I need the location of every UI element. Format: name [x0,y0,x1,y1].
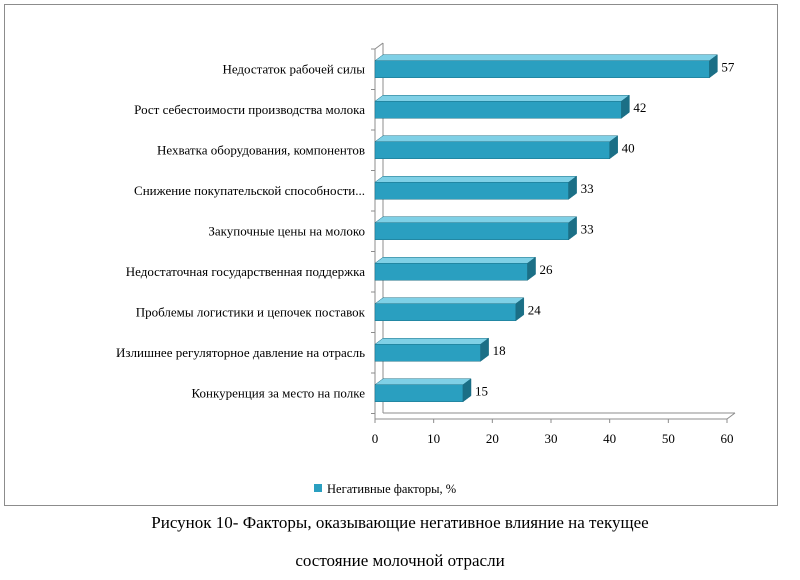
legend-label: Негативные факторы, % [327,482,456,496]
floor-side-line [726,412,736,420]
bar [374,101,622,119]
x-tick-label: 0 [372,431,379,446]
bar-end-face [462,378,472,403]
figure-caption-line-1: Рисунок 10- Факторы, оказывающие негатив… [151,513,649,532]
legend-swatch [314,484,322,492]
bar-end-face [709,54,718,79]
bar-top-face [374,378,472,385]
bar-top-face [374,135,619,142]
x-tick-label: 20 [486,431,499,446]
category-label: Снижение покупательской способности... [134,183,365,198]
bar-end-face [527,256,536,281]
category-label: Закупочные цены на молоко [208,223,365,238]
chart-frame: 0 10 20 30 40 50 60 Недостаток рабочей силы 57 Ро… [4,4,778,506]
x-tick-label: 50 [662,431,675,446]
bar-top-face [374,257,537,264]
category-label: Недостаток рабочей силы [222,61,365,76]
bar-top-face [374,338,490,345]
category-label: Рост себестоимости производства молока [134,102,365,117]
x-tick-label: 60 [721,431,734,446]
bar-chart: 0 10 20 30 40 50 60 Недостаток рабочей силы 57 Ро… [116,42,736,496]
data-label: 26 [540,262,554,277]
data-label: 33 [581,221,594,236]
data-label: 18 [493,343,506,358]
bar-top-face [374,54,719,61]
bar-end-face [568,175,577,200]
bar [374,263,528,281]
bar-end-face [568,216,577,241]
bar-top-face [374,176,578,183]
category-label: Конкуренция за место на полке [191,385,365,400]
data-label: 15 [475,383,488,398]
bar-end-face [609,135,618,160]
bar [374,303,517,321]
x-tick-label: 30 [545,431,558,446]
data-label: 33 [581,181,594,196]
bar [374,384,464,402]
bar-top-face [374,216,578,223]
x-tick-label: 40 [603,431,616,446]
bar [374,60,710,78]
bar-top-face [374,95,631,102]
category-label: Проблемы логистики и цепочек поставок [136,304,366,319]
bar-end-face [621,94,630,119]
bar-end-face [480,337,489,362]
data-label: 24 [528,302,542,317]
bar [374,344,481,362]
wall-top-line [374,42,384,50]
bar [374,182,569,200]
figure-caption-line-2: состояние молочной отрасли [295,551,505,570]
bar-end-face [515,297,525,322]
bar [374,141,610,159]
category-label: Недостаточная государственная поддержка [126,264,366,279]
category-label: Нехватка оборудования, компонентов [157,142,365,157]
category-label: Излишнее регуляторное давление на отрасл… [116,345,365,360]
data-label: 40 [622,140,635,155]
bar [374,222,569,240]
data-label: 57 [721,59,735,74]
x-tick-label: 10 [427,431,440,446]
bar-top-face [374,297,525,304]
data-label: 42 [633,100,646,115]
